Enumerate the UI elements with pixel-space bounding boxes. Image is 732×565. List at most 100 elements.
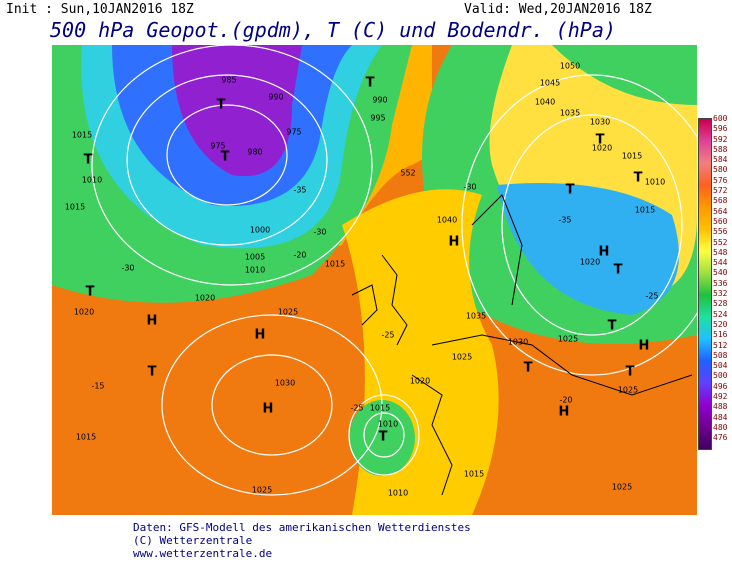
map-label: 1015	[370, 404, 390, 413]
colorbar-label: 564	[713, 206, 728, 216]
map-label: T	[626, 365, 635, 380]
map-label: -20	[559, 396, 572, 405]
map-label: H	[263, 402, 274, 417]
map-label: -30	[121, 264, 134, 273]
colorbar-label: 504	[713, 361, 728, 371]
map-label: 1025	[558, 335, 578, 344]
map-label: H	[449, 235, 460, 250]
map-label: T	[524, 361, 533, 376]
map-label: H	[599, 245, 610, 260]
colorbar-labels: 600 596 592 588 584 580 576 572 568 564 560 556 552 5…	[713, 114, 727, 444]
map-label: 1020	[580, 258, 600, 267]
colorbar-label: 484	[713, 412, 728, 422]
map-label: 1015	[76, 433, 96, 442]
colorbar-label: 524	[713, 309, 728, 319]
map-label: T	[379, 430, 388, 445]
map-label: 990	[372, 96, 387, 105]
map-label: -30	[463, 183, 476, 192]
colorbar-label: 480	[713, 422, 728, 432]
colorbar-label: 576	[713, 175, 728, 185]
colorbar-label: 584	[713, 155, 728, 165]
map-label: -20	[293, 251, 306, 260]
map-label: 1040	[535, 98, 555, 107]
map-label: T	[84, 153, 93, 168]
map-label: T	[217, 98, 226, 113]
colorbar-label: 520	[713, 319, 728, 329]
footer: Daten: GFS-Modell des amerikanischen Wet…	[133, 521, 471, 560]
map-label: 1020	[592, 144, 612, 153]
map-label: T	[366, 76, 375, 91]
colorbar-label: 588	[713, 144, 728, 154]
colorbar-label: 596	[713, 124, 728, 134]
map-label: H	[147, 314, 158, 329]
colorbar-label: 528	[713, 299, 728, 309]
title: 500 hPa Geopot.(gpdm), T (C) und Bodendr…	[50, 18, 616, 42]
footer-line: (C) Wetterzentrale	[133, 534, 253, 547]
colorbar-label: 476	[713, 433, 728, 443]
map-label: 1050	[560, 62, 580, 71]
colorbar-label: 540	[713, 268, 728, 278]
field-blue-east	[497, 183, 679, 315]
map-label: 1010	[245, 266, 265, 275]
map-label: 985	[221, 76, 236, 85]
init-time: Init : Sun,10JAN2016 18Z	[6, 2, 194, 17]
map-label: 975	[286, 128, 301, 137]
map-label: 1045	[540, 79, 560, 88]
map-label: -25	[381, 331, 394, 340]
map-label: T	[596, 133, 605, 148]
colorbar-label: 500	[713, 371, 728, 381]
map-label: 1025	[618, 386, 638, 395]
map-label: -35	[293, 186, 306, 195]
map-label: T	[614, 263, 623, 278]
colorbar-label: 536	[713, 278, 728, 288]
colorbar-label: 488	[713, 402, 728, 412]
colorbar-label: 572	[713, 186, 728, 196]
colorbar-label: 532	[713, 289, 728, 299]
colorbar-label: 556	[713, 227, 728, 237]
map-label: T	[634, 171, 643, 186]
map-label: T	[221, 150, 230, 165]
map-label: 1010	[645, 178, 665, 187]
coastlines	[351, 194, 693, 496]
map-label: -15	[91, 382, 104, 391]
map-label: 1015	[325, 260, 345, 269]
map-label: H	[255, 328, 266, 343]
map-label: 1020	[410, 377, 430, 386]
map-label: H	[559, 405, 570, 420]
map-label: 1015	[622, 152, 642, 161]
map-label: 1015	[72, 131, 92, 140]
map-label: 1025	[252, 486, 272, 495]
map-label: 1010	[82, 176, 102, 185]
colorbar-label: 508	[713, 350, 728, 360]
map-label: 1025	[612, 483, 632, 492]
colorbar-label: 600	[713, 114, 728, 123]
map-label: 1015	[635, 206, 655, 215]
map-label: T	[608, 319, 617, 334]
map-label: 1030	[508, 338, 528, 347]
map-label: 1035	[560, 109, 580, 118]
map-label: 1040	[437, 216, 457, 225]
footer-line: Daten: GFS-Modell des amerikanischen Wet…	[133, 521, 471, 534]
colorbar-label: 516	[713, 330, 728, 340]
colorbar-label: 580	[713, 165, 728, 175]
map-label: T	[566, 183, 575, 198]
valid-time: Valid: Wed,20JAN2016 18Z	[464, 2, 652, 17]
map-label: 980	[247, 148, 262, 157]
isobars	[91, 45, 697, 496]
colorbar-label: 496	[713, 381, 728, 391]
colorbar	[698, 118, 712, 450]
colorbar-label: 548	[713, 247, 728, 257]
map-label: H	[639, 339, 650, 354]
map-label: 1015	[464, 470, 484, 479]
map-label: T	[86, 285, 95, 300]
colorbar-label: 544	[713, 258, 728, 268]
map-label: 1035	[466, 312, 486, 321]
map-label: 1020	[195, 294, 215, 303]
footer-line: www.wetterzentrale.de	[133, 547, 273, 560]
map-label: 1010	[388, 489, 408, 498]
map-label: 1025	[452, 353, 472, 362]
map-label: 1030	[590, 118, 610, 127]
map-label: 1030	[275, 379, 295, 388]
